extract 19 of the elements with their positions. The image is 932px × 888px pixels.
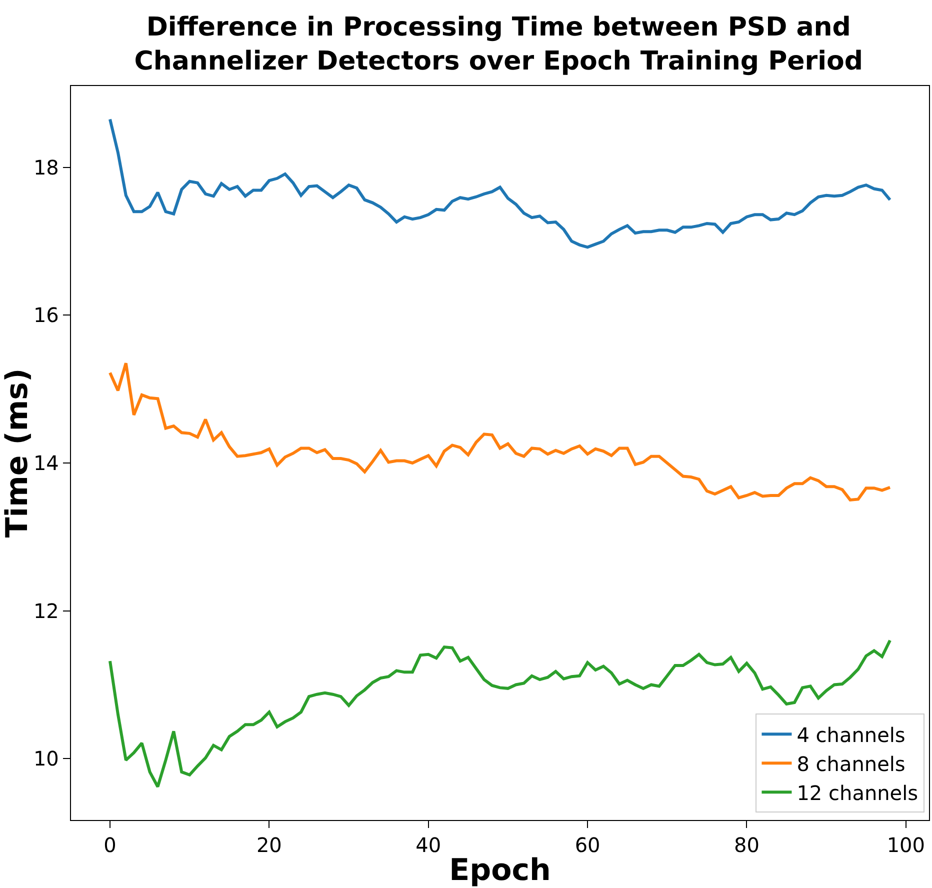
line-series [108, 362, 892, 502]
x-tick-label: 100 [886, 833, 926, 858]
x-tick-label: 60 [574, 833, 600, 858]
x-tick-label: 20 [256, 833, 282, 858]
legend-label: 4 channels [796, 722, 906, 747]
y-tick-label: 18 [33, 155, 59, 180]
y-tick-label: 16 [33, 303, 59, 328]
legend-label: 12 channels [796, 780, 918, 805]
y-tick-label: 14 [33, 450, 59, 475]
x-tick-label: 0 [104, 833, 116, 858]
x-tick-label: 80 [734, 833, 760, 858]
y-tick-label: 10 [33, 746, 59, 771]
y-axis-title: Time (ms) [0, 368, 35, 538]
x-tick-label: 40 [416, 833, 442, 858]
line-series [108, 118, 892, 249]
legend-label: 8 channels [796, 752, 906, 776]
y-tick-label: 12 [33, 598, 59, 623]
chart-title: Difference in Processing Time between PSD and Channelizer Detectors over Epoch Training Period [134, 12, 864, 76]
x-axis-title: Epoch [449, 853, 551, 888]
